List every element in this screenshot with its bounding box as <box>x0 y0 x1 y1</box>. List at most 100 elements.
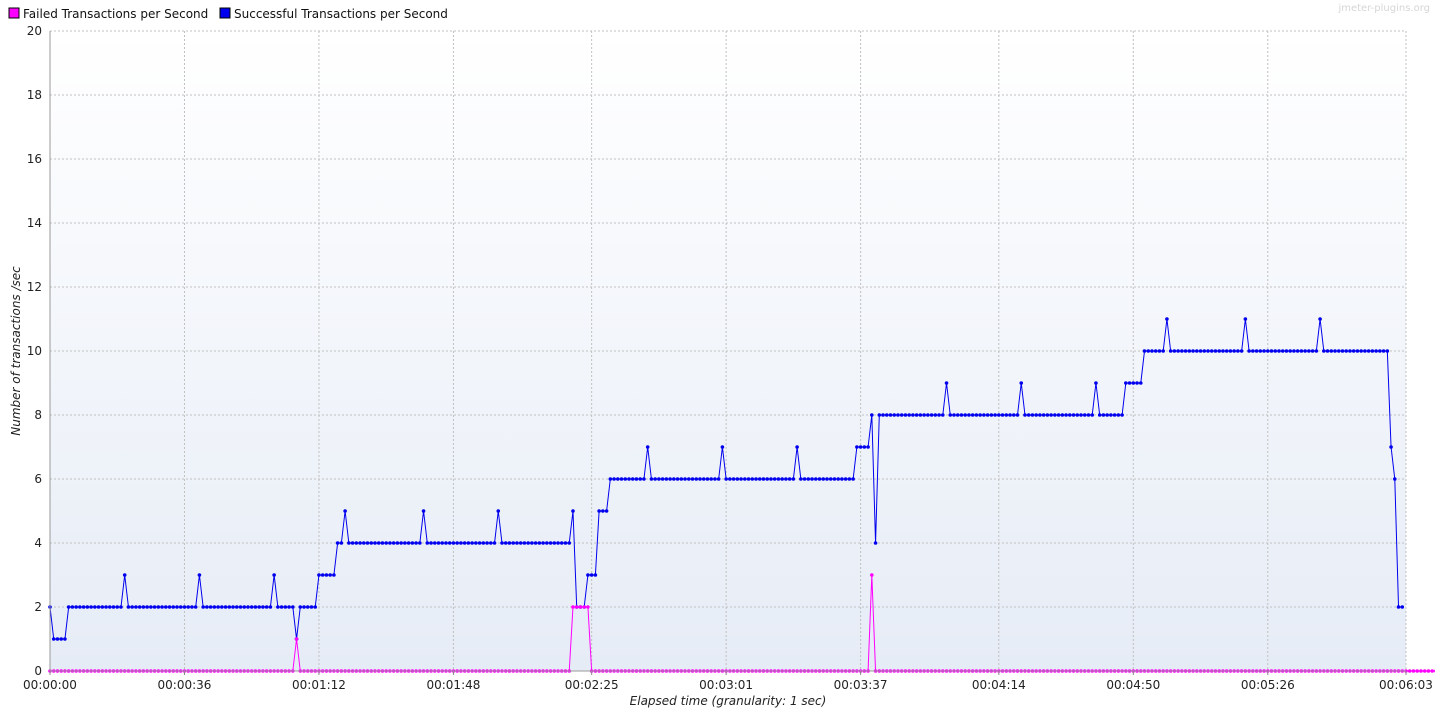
data-point <box>1310 349 1315 353</box>
data-point <box>825 477 829 481</box>
data-point <box>500 541 504 545</box>
data-point <box>619 477 624 481</box>
data-point <box>593 573 598 577</box>
legend-swatch <box>8 7 20 19</box>
data-point <box>1273 349 1278 353</box>
data-point <box>571 605 575 609</box>
data-point <box>1217 349 1222 353</box>
data-point <box>1180 349 1184 353</box>
data-point <box>474 541 478 545</box>
data-point <box>55 637 60 641</box>
data-point <box>922 413 926 417</box>
data-point <box>1236 349 1240 353</box>
data-point <box>1008 413 1012 417</box>
data-point <box>488 541 493 545</box>
data-point <box>358 541 362 545</box>
data-point <box>780 477 784 481</box>
data-point <box>784 477 788 481</box>
data-point <box>1258 349 1263 353</box>
data-point <box>1146 349 1151 353</box>
y-tick-label: 2 <box>34 600 42 614</box>
data-point <box>761 477 766 481</box>
data-point <box>1262 349 1266 353</box>
data-point <box>1247 349 1251 353</box>
data-point <box>533 541 538 545</box>
data-point <box>955 413 960 417</box>
data-point <box>1318 317 1322 321</box>
data-point <box>705 477 710 481</box>
data-point <box>126 605 131 609</box>
data-point <box>873 541 878 545</box>
data-point <box>1049 413 1053 417</box>
data-point <box>769 477 773 481</box>
data-point <box>324 573 329 577</box>
data-point <box>175 605 179 609</box>
data-point <box>892 413 897 417</box>
data-point <box>1366 349 1371 353</box>
data-point <box>320 573 325 577</box>
data-point <box>279 605 284 609</box>
data-point <box>410 541 415 545</box>
data-point <box>238 605 243 609</box>
data-point <box>1370 349 1375 353</box>
data-point <box>1422 669 1427 673</box>
data-point <box>870 413 874 417</box>
data-point <box>1232 349 1236 353</box>
data-point <box>1030 413 1035 417</box>
data-point <box>1336 349 1341 353</box>
data-point <box>63 637 67 641</box>
data-point <box>877 413 882 417</box>
data-point <box>1165 317 1169 321</box>
data-point <box>302 605 306 609</box>
data-point <box>806 477 811 481</box>
data-point <box>70 605 75 609</box>
data-point <box>1224 349 1229 353</box>
data-point <box>821 477 826 481</box>
data-point <box>291 605 295 609</box>
legend-label: Successful Transactions per Second <box>234 7 448 21</box>
x-tick-label: 00:03:01 <box>699 678 753 692</box>
data-point <box>918 413 923 417</box>
data-point <box>1127 381 1132 385</box>
data-point <box>537 541 542 545</box>
data-point <box>1138 381 1143 385</box>
data-point <box>1082 413 1087 417</box>
watermark: jmeter-plugins.org <box>1337 3 1430 14</box>
data-point <box>272 573 276 577</box>
data-point <box>713 477 717 481</box>
y-tick-label: 0 <box>34 664 42 678</box>
data-point <box>1015 413 1020 417</box>
data-point <box>1340 349 1345 353</box>
data-point <box>541 541 545 545</box>
x-tick-label: 00:03:37 <box>834 678 888 692</box>
data-point <box>1168 349 1173 353</box>
data-point <box>1419 669 1423 673</box>
data-point <box>1359 349 1363 353</box>
data-point <box>586 605 590 609</box>
data-point <box>795 445 799 449</box>
data-point <box>970 413 975 417</box>
data-point <box>1209 349 1214 353</box>
data-point <box>1221 349 1225 353</box>
data-point <box>974 413 979 417</box>
data-point <box>51 637 56 641</box>
data-point <box>1243 317 1248 321</box>
data-point <box>89 605 93 609</box>
data-point <box>757 477 762 481</box>
data-point <box>840 477 844 481</box>
x-tick-label: 00:00:00 <box>23 678 77 692</box>
data-point <box>1213 349 1218 353</box>
data-point <box>1411 669 1416 673</box>
data-point <box>1086 413 1091 417</box>
data-point <box>1004 413 1009 417</box>
data-point <box>167 605 172 609</box>
data-point <box>152 605 157 609</box>
data-point <box>149 605 153 609</box>
data-point <box>268 605 273 609</box>
data-point <box>107 605 112 609</box>
data-point <box>1023 413 1027 417</box>
data-point <box>836 477 840 481</box>
data-point <box>817 477 822 481</box>
data-point <box>81 605 86 609</box>
data-point <box>911 413 915 417</box>
